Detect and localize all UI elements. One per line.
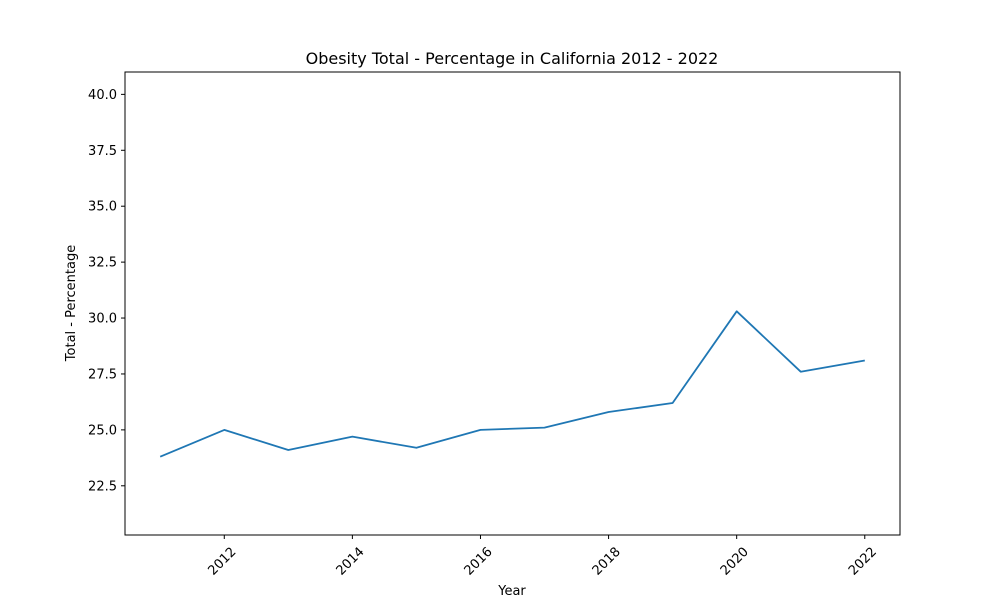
plot-area [124,71,901,536]
x-tick-label: 2018 [590,545,624,579]
y-tick-label: 25.0 [88,423,117,438]
x-tick-label: 2020 [718,545,752,579]
y-tick-label: 40.0 [88,88,117,103]
y-tick-label: 30.0 [88,312,117,327]
x-axis-label: Year [497,584,526,599]
plot-frame [124,71,901,536]
y-tick-label: 32.5 [88,256,117,271]
y-tick-label: 27.5 [88,367,117,382]
y-axis-label: Total - Percentage [64,245,79,362]
y-tick-label: 35.0 [88,200,117,215]
x-tick-label: 2012 [205,545,239,579]
chart-title: Obesity Total - Percentage in California… [306,49,719,68]
x-tick-label: 2016 [462,545,496,579]
y-tick-label: 22.5 [88,479,117,494]
series-line [159,310,865,458]
x-axis: 2012 2014 2016 2018 2020 2022 [205,535,880,579]
x-tick-label: 2014 [334,545,368,579]
y-tick-label: 37.5 [88,144,117,159]
y-axis: 22.5 25.0 27.5 30.0 32.5 35.0 37.5 40.0 [88,88,125,494]
x-tick-label: 2022 [846,545,880,579]
